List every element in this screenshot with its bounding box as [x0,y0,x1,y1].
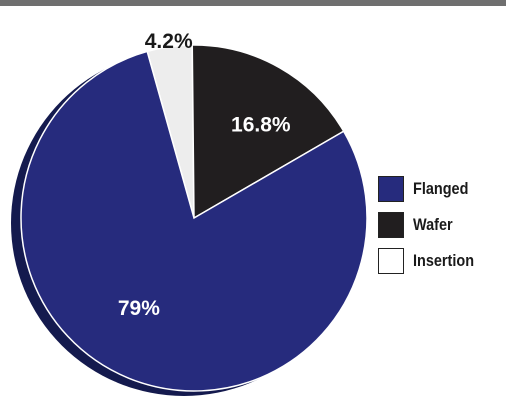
slice-label-wafer: 16.8% [231,113,291,136]
legend-label-flanged: Flanged [413,179,469,198]
chart-legend: Flanged Wafer Insertion [378,174,504,282]
legend-label-wafer: Wafer [413,215,453,234]
legend-swatch-flanged [378,176,404,202]
pie-slice-flanged [20,50,368,392]
pie-labels: 4.2% 16.8% 79% [118,30,291,320]
legend-item-wafer: Wafer [378,210,504,240]
legend-item-flanged: Flanged [378,174,504,204]
legend-label-insertion: Insertion [413,251,475,270]
top-border [0,0,506,6]
legend-swatch-insertion [378,248,404,274]
slice-label-flanged: 79% [118,297,160,320]
legend-swatch-wafer [378,212,404,238]
pie-slices [20,44,368,392]
legend-item-insertion: Insertion [378,246,504,276]
slice-label-insertion: 4.2% [145,30,193,53]
pie-slice-wafer [191,44,345,220]
